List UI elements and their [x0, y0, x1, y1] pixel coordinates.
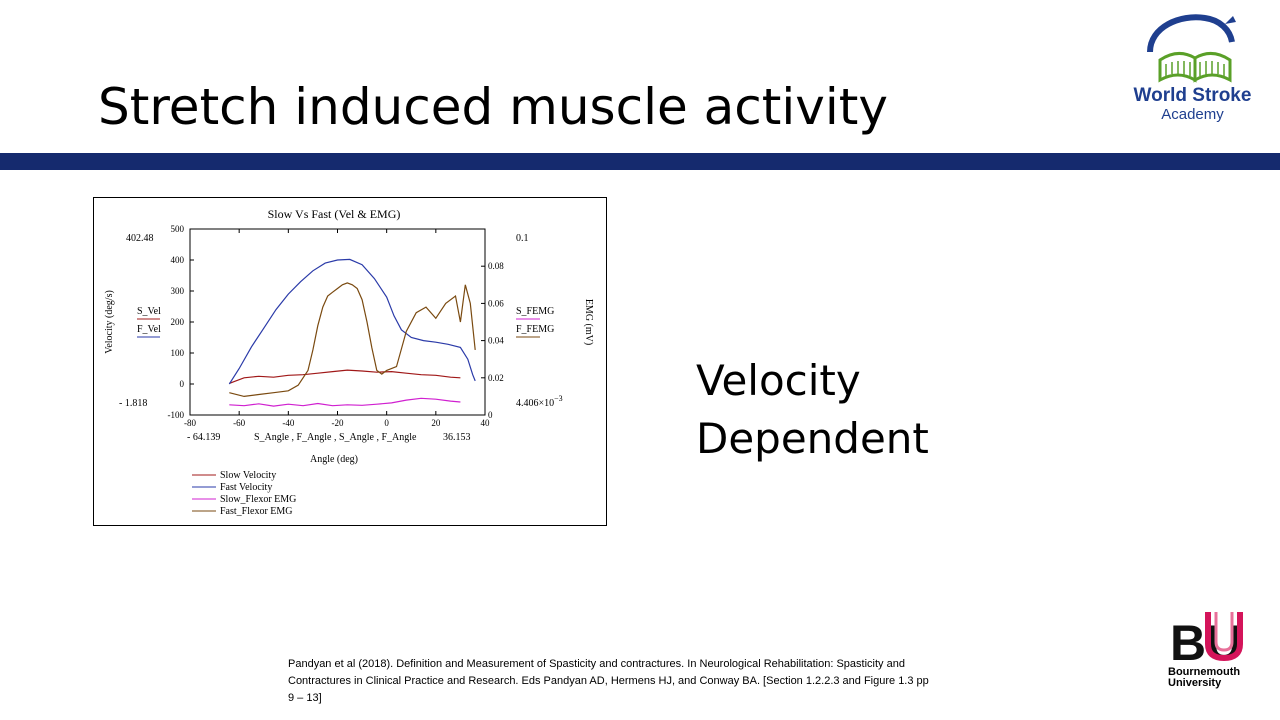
fast-flexor-emg-line [229, 282, 476, 398]
y-right-axis-label: EMG (mV) [583, 299, 594, 345]
x-right-readout: 36.153 [443, 432, 471, 443]
citation-line2: Contractures in Clinical Practice and Re… [288, 675, 929, 687]
x-tick-label: -60 [233, 418, 245, 428]
y-left-tick-label: 300 [171, 286, 185, 296]
slow-velocity-line [229, 369, 461, 384]
chart-title: Slow Vs Fast (Vel & EMG) [268, 207, 401, 221]
bu-text-line2: University [1168, 677, 1222, 689]
legend-label-slow-emg: Slow_Flexor EMG [220, 494, 296, 505]
right-lower-readout: 4.406×10−3 [516, 394, 563, 409]
x-tick-label: -80 [184, 418, 196, 428]
citation: Pandyan et al (2018). Definition and Mea… [288, 656, 988, 707]
right-lower-readout-exponent: −3 [554, 394, 563, 403]
y-left-tick-label: 500 [171, 224, 185, 234]
bournemouth-university-logo: BU Bournemouth University [1168, 608, 1250, 692]
y-left-tick-label: 100 [171, 348, 185, 358]
velocity-emg-chart: Slow Vs Fast (Vel & EMG) Velocity (deg/s… [104, 207, 594, 517]
chart-panel: Slow Vs Fast (Vel & EMG) Velocity (deg/s… [93, 197, 607, 526]
plot-area [189, 228, 486, 416]
y-left-tick-label: -100 [168, 410, 185, 420]
y-left-tick-label: 0 [180, 379, 185, 389]
logo-text-line1: World Stroke [1133, 85, 1252, 106]
x-axis-label: Angle (deg) [310, 454, 358, 465]
slow-flexor-emg-line [229, 397, 461, 407]
side-annotation-line1: Velocity [696, 356, 861, 405]
x-tick-label: 40 [481, 418, 491, 428]
legend-label-fast-emg: Fast_Flexor EMG [220, 506, 293, 517]
legend-label-fast-velocity: Fast Velocity [220, 482, 272, 493]
left-var-label-2: F_Vel [137, 324, 161, 335]
x-tick-label: 0 [384, 418, 389, 428]
y-left-tick-label: 200 [171, 317, 185, 327]
x-tick-label: -20 [332, 418, 344, 428]
side-annotation-line2: Dependent [696, 414, 929, 463]
left-var-label-1: S_Vel [137, 306, 161, 317]
y-right-tick-label: 0.06 [488, 298, 504, 308]
y-left-axis-label: Velocity (deg/s) [104, 290, 115, 354]
right-var-label-1: S_FEMG [516, 306, 554, 317]
y-right-tick-label: 0.02 [488, 373, 504, 383]
bu-mark-icon: BU [1170, 612, 1243, 671]
citation-line1: Pandyan et al (2018). Definition and Mea… [288, 658, 905, 670]
side-annotation: Velocity Dependent [696, 352, 929, 468]
y-right-tick-label: 0 [488, 410, 493, 420]
left-upper-readout: 402.48 [126, 233, 154, 244]
x-var-label: S_Angle , F_Angle , S_Angle , F_Angle [254, 432, 417, 443]
title-divider-bar [0, 153, 1280, 170]
right-top-readout: 0.1 [516, 233, 529, 244]
citation-line3: 9 – 13] [288, 692, 322, 704]
y-right-tick-label: 0.08 [488, 261, 504, 271]
x-tick-label: -40 [282, 418, 294, 428]
book-icon [1147, 14, 1236, 83]
chart-legend: Slow Velocity Fast Velocity Slow_Flexor … [192, 470, 296, 517]
logo-text-line2: Academy [1161, 106, 1224, 123]
fast-velocity-line [228, 258, 476, 385]
y-right-tick-label: 0.04 [488, 336, 504, 346]
y-left-tick-label: 400 [171, 255, 185, 265]
world-stroke-academy-logo: World Stroke Academy [1120, 12, 1265, 130]
legend-label-slow-velocity: Slow Velocity [220, 470, 276, 481]
x-left-readout: - 64.139 [187, 432, 220, 443]
x-tick-label: 20 [431, 418, 441, 428]
left-lower-readout: - 1.818 [119, 398, 147, 409]
right-var-label-2: F_FEMG [516, 324, 554, 335]
bu-text-line1: Bournemouth [1168, 666, 1241, 678]
slide-title: Stretch induced muscle activity [98, 78, 888, 136]
